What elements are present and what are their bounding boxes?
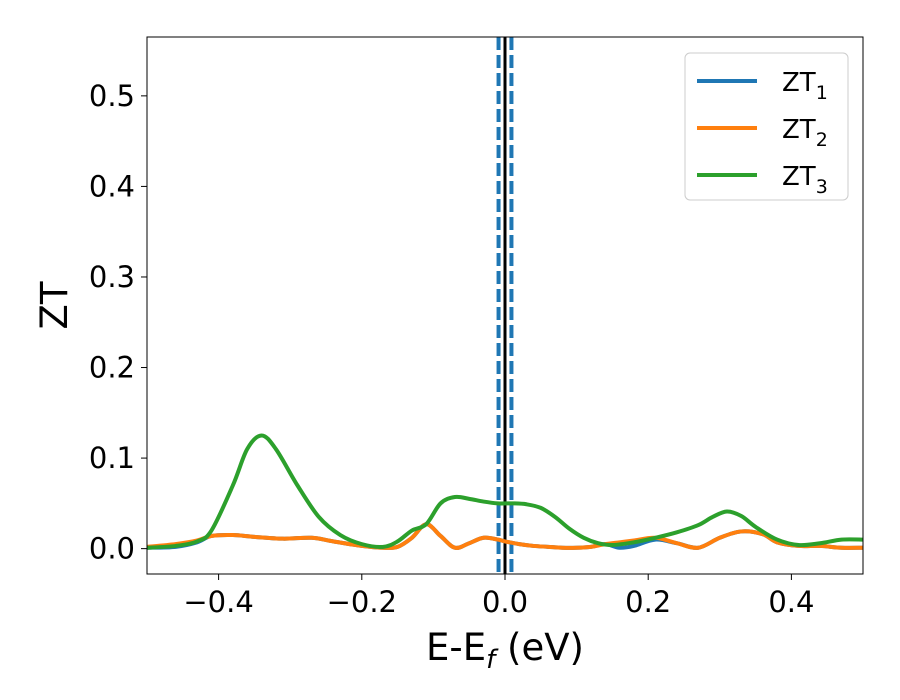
legend-box: [684, 52, 849, 201]
series-lines: [147, 433, 863, 550]
x-axis-label-suffix: (eV): [495, 626, 584, 669]
x-tick-label: 0.0: [482, 585, 528, 619]
x-tick-label: 0.4: [768, 585, 814, 619]
y-tick-label: 0.2: [89, 351, 135, 385]
legend-label-zt1: ZT1: [782, 68, 828, 104]
legend-label-zt2: ZT2: [782, 115, 828, 151]
y-axis-label: ZT: [33, 281, 76, 329]
y-tick-label: 0.4: [89, 169, 135, 203]
y-tick-label: 0.1: [89, 441, 135, 475]
y-tick-label: 0.5: [89, 79, 135, 113]
x-axis-ticks: −0.4 −0.2 0.0 0.2 0.4: [183, 574, 814, 619]
reference-lines: [496, 37, 514, 574]
y-tick-label: 0.0: [89, 532, 135, 566]
x-axis-label-main: E-E: [426, 626, 486, 669]
y-tick-label: 0.3: [89, 260, 135, 294]
x-tick-label: −0.2: [327, 585, 397, 619]
legend: ZT1 ZT2 ZT3: [684, 52, 849, 201]
series-line-zt2: [147, 522, 863, 550]
legend-label-zt3: ZT3: [782, 162, 828, 198]
y-axis-ticks: 0.0 0.1 0.2 0.3 0.4 0.5: [89, 79, 147, 566]
x-axis-label: E-Ef (eV): [426, 626, 584, 675]
x-tick-label: −0.4: [183, 585, 253, 619]
series-line-zt3: [147, 433, 863, 550]
x-tick-label: 0.2: [625, 585, 671, 619]
